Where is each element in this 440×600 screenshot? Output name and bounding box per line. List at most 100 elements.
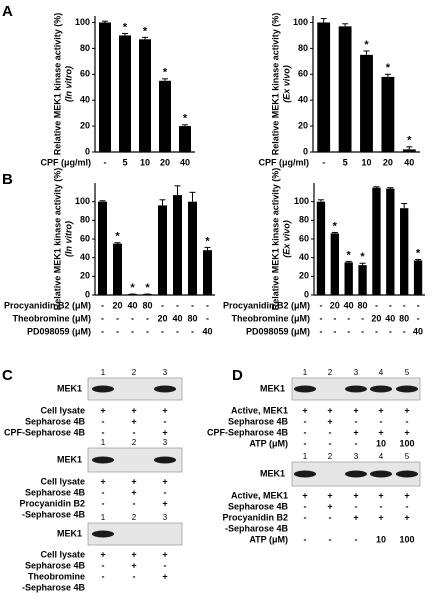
row-value: + (162, 427, 167, 437)
panel-label: C (2, 367, 13, 384)
x-row-label: PD098059 (μM) (246, 326, 310, 336)
x-tick-label: - (322, 157, 325, 167)
y-tick-label: 60 (80, 69, 90, 79)
y-tick-label: 60 (299, 233, 309, 243)
bar (358, 265, 367, 295)
y-tick-label: 80 (80, 215, 90, 225)
protein-label: MEK1 (260, 468, 285, 478)
row-value: + (404, 405, 409, 415)
row-label: Procyanidin B2 (19, 498, 85, 508)
y-tick-label: 20 (298, 120, 308, 130)
bar (99, 22, 111, 152)
x-tick-label: - (161, 300, 164, 310)
x-tick-label: - (347, 326, 350, 336)
row-value: - (133, 498, 136, 508)
blot-band (370, 385, 392, 393)
y-tick-label: 40 (80, 95, 90, 105)
significance-marker: * (386, 62, 391, 74)
row-value: - (355, 534, 358, 544)
x-tick-label: - (319, 326, 322, 336)
x-tick-label: - (389, 300, 392, 310)
row-value: - (304, 416, 307, 426)
x-row-label: Theobromine (μM) (13, 313, 92, 323)
significance-marker: * (407, 135, 412, 147)
blot-band (345, 385, 367, 393)
row-value: - (380, 501, 383, 511)
blot-band (294, 470, 316, 478)
x-tick-label: - (146, 313, 149, 323)
row-value: + (378, 512, 383, 522)
y-axis-label: Relative MEK1 kinase activity (%) (52, 168, 62, 311)
significance-marker: * (123, 21, 128, 33)
bar (330, 233, 339, 295)
x-tick-label: 20 (157, 313, 167, 323)
lane-number: 3 (354, 452, 359, 461)
x-tick-label: 80 (187, 313, 197, 323)
x-tick-label: 20 (383, 157, 393, 167)
row-label: Sepharose 4B (25, 416, 86, 426)
bar (179, 126, 191, 152)
lane-number: 3 (163, 513, 168, 522)
x-tick-label: - (403, 326, 406, 336)
x-row-label: Procyanidin B2 (μM) (4, 300, 91, 310)
row-label: Cell lysate (40, 405, 85, 415)
blot-band (396, 385, 418, 393)
row-value: 100 (399, 534, 414, 544)
blot-band (154, 385, 176, 393)
y-tick-label: 100 (75, 17, 90, 27)
y-tick-label: 100 (294, 196, 309, 206)
x-tick-label: - (176, 326, 179, 336)
row-value: + (162, 476, 167, 486)
row-label: CPF-Sepharose 4B (4, 427, 86, 437)
x-row-label: PD098059 (μM) (27, 326, 91, 336)
row-value: + (302, 405, 307, 415)
row-value: + (131, 476, 136, 486)
row-value: - (406, 416, 409, 426)
x-tick-label: 40 (404, 157, 414, 167)
bar (203, 250, 212, 295)
significance-marker: * (115, 231, 120, 243)
row-label: Sepharose 4B (228, 416, 289, 426)
lane-number: 2 (328, 368, 333, 377)
row-label: Procyanidin B2 (222, 512, 288, 522)
y-tick-label: 100 (75, 196, 90, 206)
row-value: + (100, 549, 105, 559)
bar (317, 22, 331, 152)
bar (372, 187, 381, 295)
lane-number: 3 (163, 368, 168, 377)
significance-marker: * (205, 235, 210, 247)
x-tick-label: - (101, 313, 104, 323)
row-value: + (327, 416, 332, 426)
y-tick-label: 40 (299, 252, 309, 262)
x-row-label: CPF (μg/ml) (258, 157, 309, 167)
bar (360, 54, 373, 152)
row-label: -Sepharose 4B (22, 582, 86, 592)
significance-marker: * (183, 113, 188, 125)
y-tick-label: 20 (80, 271, 90, 281)
y-axis-label: Relative MEK1 kinase activity (%) (270, 168, 280, 311)
y-tick-label: 0 (303, 146, 308, 156)
bar (344, 262, 353, 295)
significance-marker: * (130, 282, 135, 294)
row-value: - (304, 501, 307, 511)
row-label: Sepharose 4B (228, 501, 289, 511)
row-value: - (329, 512, 332, 522)
row-value: - (304, 534, 307, 544)
x-tick-label: 10 (140, 157, 150, 167)
panel-label: B (2, 171, 13, 188)
panel-label: D (232, 367, 243, 384)
row-label: CPF-Sepharose 4B (207, 427, 289, 437)
y-axis-label: (In vitro) (63, 66, 73, 102)
row-value: + (353, 427, 358, 437)
row-value: + (162, 498, 167, 508)
row-value: - (164, 560, 167, 570)
row-value: - (406, 501, 409, 511)
x-tick-label: - (389, 326, 392, 336)
y-tick-label: 40 (298, 95, 308, 105)
row-value: + (404, 427, 409, 437)
bar (159, 80, 171, 152)
x-tick-label: - (191, 300, 194, 310)
significance-marker: * (360, 251, 365, 263)
protein-label: MEK1 (57, 383, 82, 393)
